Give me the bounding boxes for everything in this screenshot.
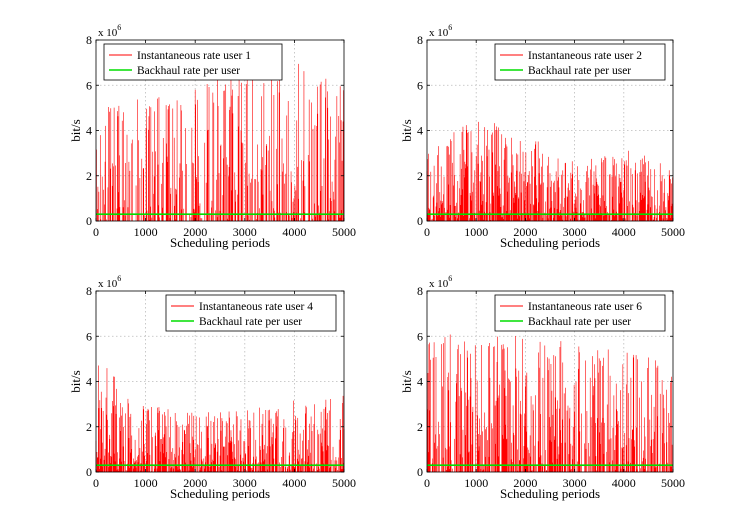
y-tick-label: 0: [86, 465, 92, 479]
y-multiplier: x 106: [429, 23, 452, 39]
y-tick-label: 0: [417, 465, 423, 479]
y-axis-label: bit/s: [68, 370, 83, 392]
y-exponent: 6: [448, 274, 452, 283]
x-tick-label: 0: [424, 476, 430, 490]
x-tick-label: 2000: [183, 225, 207, 239]
legend: Instantaneous rate user 4 Backhaul rate p…: [165, 294, 337, 332]
panel-bottom-left: 0 1000 2000 3000 4000 5000 0 2 4 6 8 x 106 Schedulin…: [68, 274, 356, 501]
x-tick-label: 1000: [134, 225, 158, 239]
y-multiplier: x 106: [98, 274, 121, 290]
y-tick-label: 2: [417, 420, 423, 434]
y-tick-label: 0: [417, 214, 423, 228]
panel-bottom-right: 0 1000 2000 3000 4000 5000 0 2 4 6 8 x 106 Schedulin…: [399, 274, 685, 501]
x-tick-label: 3000: [563, 476, 587, 490]
legend-box: [494, 294, 666, 332]
legend-label: Instantaneous rate user 6: [528, 301, 642, 313]
x-tick-label: 0: [93, 476, 99, 490]
x-axis-label: Scheduling periods: [500, 486, 600, 501]
legend-box: [103, 43, 283, 81]
y-tick-label: 8: [86, 33, 92, 47]
legend-label: Instantaneous rate user 1: [137, 50, 251, 62]
y-tick-label: 4: [417, 375, 423, 389]
x-tick-label: 5000: [661, 225, 685, 239]
x-tick-label: 4000: [282, 476, 306, 490]
legend-label: Instantaneous rate user 2: [528, 50, 642, 62]
x-tick-label: 1000: [464, 225, 488, 239]
x-tick-label: 5000: [661, 476, 685, 490]
y-tick-label: 4: [417, 124, 423, 138]
y-tick-label: 8: [417, 33, 423, 47]
x-tick-label: 4000: [612, 476, 636, 490]
y-tick-label: 8: [417, 284, 423, 298]
legend: Instantaneous rate user 6 Backhaul rate p…: [494, 294, 666, 332]
x-tick-label: 3000: [563, 225, 587, 239]
panel-top-left: 0 1000 2000 3000 4000 5000 0 2 4 6 8 x 106 Schedulin…: [68, 23, 356, 250]
x-tick-label: 1000: [464, 476, 488, 490]
x-tick-label: 2000: [513, 225, 537, 239]
y-multiplier: x 106: [429, 274, 452, 290]
y-tick-label: 6: [417, 78, 423, 92]
x-tick-label: 0: [424, 225, 430, 239]
y-exponent: 6: [117, 274, 121, 283]
legend-label: Instantaneous rate user 4: [199, 301, 313, 313]
series-rate-line: [427, 334, 673, 472]
y-tick-label: 2: [86, 169, 92, 183]
legend-box: [165, 294, 337, 332]
x-tick-label: 4000: [282, 225, 306, 239]
x-axis-label: Scheduling periods: [170, 486, 270, 501]
x-tick-label: 5000: [332, 476, 356, 490]
y-tick-label: 6: [86, 329, 92, 343]
y-tick-label: 2: [417, 169, 423, 183]
x-tick-label: 2000: [513, 476, 537, 490]
x-tick-label: 4000: [612, 225, 636, 239]
x-tick-label: 3000: [233, 476, 257, 490]
legend-label: Backhaul rate per user: [528, 316, 631, 328]
legend: Instantaneous rate user 1 Backhaul rate p…: [103, 43, 283, 81]
legend-label: Backhaul rate per user: [199, 316, 302, 328]
panel-top-right: 0 1000 2000 3000 4000 5000 0 2 4 6 8 x 106 Schedulin…: [399, 23, 685, 250]
y-tick-label: 6: [86, 78, 92, 92]
y-tick-label: 4: [86, 124, 92, 138]
x-tick-label: 0: [93, 225, 99, 239]
y-axis-label: bit/s: [68, 119, 83, 141]
y-tick-label: 0: [86, 214, 92, 228]
legend: Instantaneous rate user 2 Backhaul rate p…: [494, 43, 666, 81]
y-exponent: 6: [117, 23, 121, 32]
y-tick-label: 6: [417, 329, 423, 343]
x-axis-label: Scheduling periods: [170, 235, 270, 250]
y-multiplier: x 106: [98, 23, 121, 39]
y-exponent: 6: [448, 23, 452, 32]
x-tick-label: 2000: [183, 476, 207, 490]
x-tick-label: 5000: [332, 225, 356, 239]
x-tick-label: 3000: [233, 225, 257, 239]
y-axis-label: bit/s: [399, 119, 414, 141]
y-tick-label: 8: [86, 284, 92, 298]
y-tick-label: 2: [86, 420, 92, 434]
x-tick-label: 1000: [134, 476, 158, 490]
legend-label: Backhaul rate per user: [528, 65, 631, 77]
legend-box: [494, 43, 666, 81]
y-axis-label: bit/s: [399, 370, 414, 392]
legend-label: Backhaul rate per user: [137, 65, 240, 77]
x-axis-label: Scheduling periods: [500, 235, 600, 250]
y-tick-label: 4: [86, 375, 92, 389]
